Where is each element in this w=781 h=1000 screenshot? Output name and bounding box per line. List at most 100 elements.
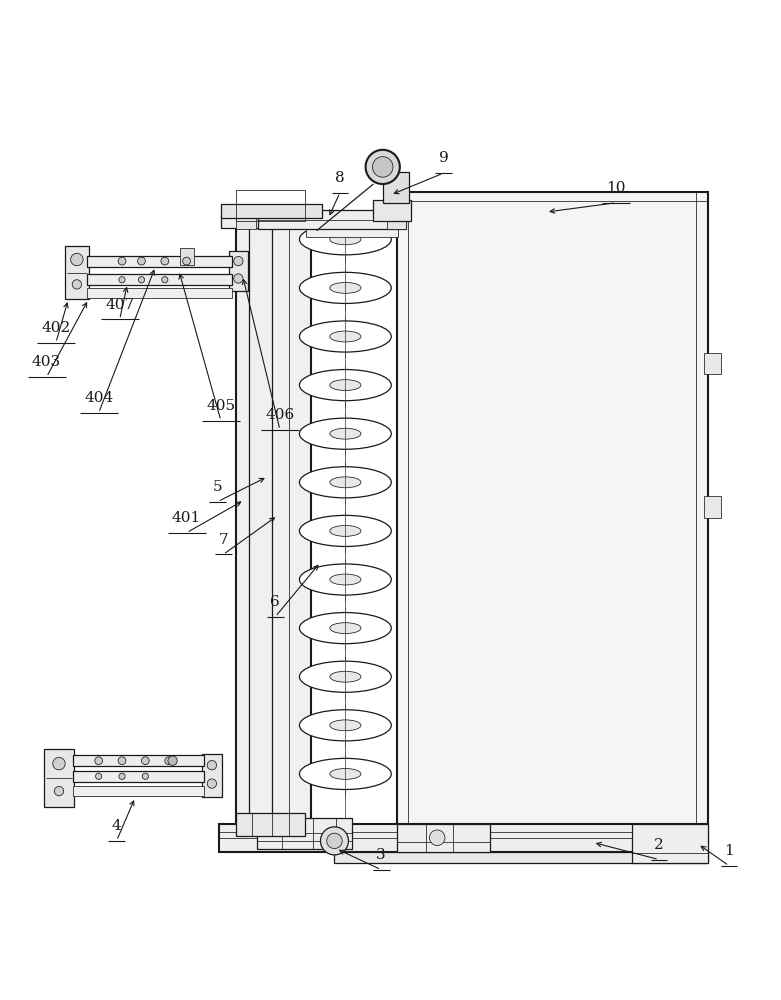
Circle shape [72,280,81,289]
Circle shape [55,786,63,796]
Bar [65,246,88,299]
Text: 10: 10 [606,181,626,195]
Bar [202,754,222,797]
Ellipse shape [299,515,391,546]
Circle shape [207,779,216,788]
Circle shape [118,757,126,765]
Ellipse shape [330,768,361,779]
Circle shape [95,757,102,765]
Ellipse shape [330,720,361,731]
Circle shape [320,827,348,855]
Circle shape [138,277,144,283]
Text: 407: 407 [105,298,134,312]
Bar [219,824,708,852]
Circle shape [162,277,168,283]
Circle shape [165,757,173,765]
Ellipse shape [330,428,361,439]
Text: 403: 403 [32,355,61,369]
Ellipse shape [330,380,361,391]
Bar [632,824,708,863]
Bar [397,192,708,844]
Ellipse shape [330,671,361,682]
Text: 402: 402 [41,321,70,335]
Ellipse shape [330,574,361,585]
Text: 1: 1 [724,844,734,858]
Ellipse shape [299,272,391,303]
Circle shape [234,274,243,283]
Ellipse shape [299,418,391,449]
Text: 6: 6 [270,595,280,609]
Bar [180,248,194,265]
Circle shape [142,773,148,779]
Bar [704,496,721,518]
Bar [383,172,409,203]
Bar [237,190,305,221]
Bar [704,353,721,374]
Circle shape [207,761,216,770]
Ellipse shape [299,564,391,595]
Circle shape [70,253,83,266]
Text: 7: 7 [219,533,228,547]
Bar [87,256,232,267]
Text: 5: 5 [213,480,223,494]
Ellipse shape [330,623,361,634]
Ellipse shape [299,224,391,255]
Ellipse shape [330,525,361,536]
Bar [45,749,73,807]
Ellipse shape [299,710,391,741]
Circle shape [119,773,125,779]
Ellipse shape [299,661,391,692]
Bar [306,223,398,237]
Ellipse shape [330,331,361,342]
Circle shape [183,257,191,265]
Circle shape [141,757,149,765]
Circle shape [119,277,125,283]
Bar [87,288,232,298]
Ellipse shape [299,758,391,789]
Bar [259,210,406,229]
Ellipse shape [330,282,361,293]
Bar [87,274,232,285]
Circle shape [430,830,445,846]
Text: 406: 406 [266,408,294,422]
Ellipse shape [299,321,391,352]
Circle shape [326,833,342,849]
Bar [334,852,708,863]
Circle shape [366,150,400,184]
Circle shape [95,773,102,779]
Bar [73,755,204,766]
Circle shape [373,157,393,177]
Text: 9: 9 [439,151,448,165]
Text: 405: 405 [206,399,235,413]
Ellipse shape [299,467,391,498]
Text: 3: 3 [376,848,386,862]
Bar [397,824,490,852]
Bar [237,210,256,229]
Bar [373,200,411,221]
Text: 2: 2 [654,838,664,852]
Bar [237,218,311,836]
Ellipse shape [330,477,361,488]
Bar [229,251,248,291]
Circle shape [118,257,126,265]
Ellipse shape [330,234,361,245]
Circle shape [161,257,169,265]
Text: 4: 4 [112,819,121,833]
Circle shape [53,757,65,770]
Circle shape [234,256,243,266]
Bar [397,192,708,844]
Circle shape [168,756,177,765]
Bar [257,818,351,849]
Bar [221,214,322,228]
Bar [237,813,305,836]
Ellipse shape [299,613,391,644]
Ellipse shape [299,370,391,401]
Circle shape [137,257,145,265]
Text: 8: 8 [335,171,344,185]
Bar [73,771,204,782]
Text: 404: 404 [84,391,113,405]
Bar [73,786,204,796]
Bar [221,204,322,218]
Bar [387,210,406,229]
Text: 401: 401 [172,511,201,525]
